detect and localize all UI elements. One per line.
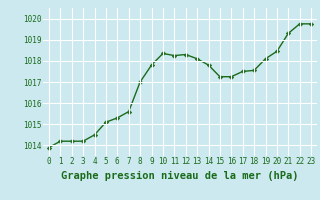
X-axis label: Graphe pression niveau de la mer (hPa): Graphe pression niveau de la mer (hPa): [61, 171, 299, 181]
